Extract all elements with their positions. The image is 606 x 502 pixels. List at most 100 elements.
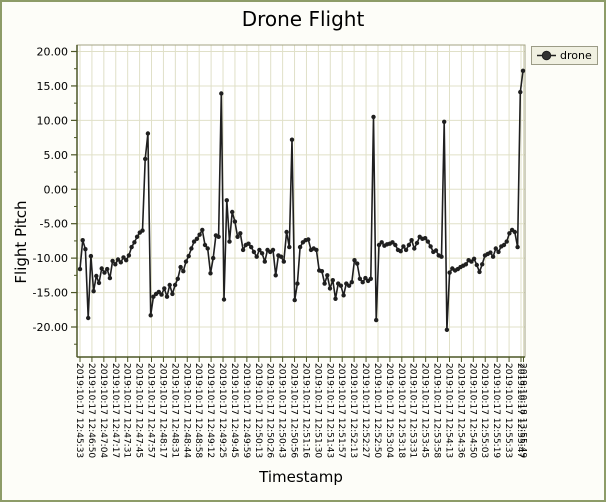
x-tick-label: 2019:10:17 12:55:19 [491, 363, 501, 458]
data-point-marker [113, 262, 118, 267]
data-point-marker [488, 250, 493, 255]
data-point-marker [126, 253, 132, 258]
data-point-marker [379, 240, 384, 245]
data-point-marker [501, 242, 507, 248]
data-point-marker [219, 91, 224, 96]
data-point-marker [118, 260, 124, 265]
x-tick-label: 2019:10:17 12:53:04 [384, 363, 394, 458]
x-tick-label: 2019:10:17 12:50:26 [265, 363, 275, 458]
data-point-marker [330, 278, 335, 283]
x-tick-label: 2019:10:17 12:53:45 [420, 363, 430, 458]
x-tick-label: 2019:10:17 12:48:44 [181, 363, 191, 458]
data-point-marker [167, 282, 172, 288]
data-point-marker [259, 251, 265, 256]
data-point-marker [246, 241, 251, 246]
data-point-marker [151, 294, 156, 299]
x-tick-label: 2019:10:17 12:50:56 [289, 363, 299, 458]
data-point-marker [287, 244, 292, 250]
data-point-marker [211, 255, 216, 261]
data-point-marker [183, 259, 189, 264]
data-point-marker [99, 266, 104, 271]
data-point-marker [352, 258, 357, 263]
x-axis-title: Timestamp [259, 468, 343, 486]
data-point-marker [496, 249, 501, 255]
data-point-marker [83, 247, 88, 252]
data-point-marker [412, 246, 417, 251]
data-point-marker [216, 234, 221, 239]
data-point-marker [507, 231, 512, 236]
data-point-marker [504, 239, 509, 244]
data-point-marker [140, 228, 145, 233]
data-point-marker [221, 297, 227, 302]
data-point-marker [175, 276, 180, 281]
data-point-marker [363, 275, 368, 281]
data-point-marker [338, 283, 344, 288]
data-point-marker [284, 229, 289, 235]
data-point-marker [191, 239, 197, 244]
data-point-marker [249, 244, 254, 250]
data-point-marker [297, 244, 303, 250]
data-point-marker [306, 237, 311, 242]
data-point-marker [341, 293, 346, 298]
legend: drone [531, 46, 598, 65]
x-tick-label: 2019:10:17 12:45:33 [74, 363, 84, 458]
x-tick-label: 2019:10:17 12:55:33 [503, 363, 513, 458]
data-point-marker [80, 238, 85, 243]
data-point-marker [469, 259, 474, 264]
data-point-marker [105, 266, 110, 272]
x-tick-label: 2019:10:17 12:47:31 [122, 363, 132, 458]
data-point-marker [257, 247, 262, 253]
data-point-marker [170, 291, 175, 297]
data-point-marker [164, 294, 170, 299]
data-point-marker [490, 254, 496, 259]
data-point-marker [425, 239, 431, 244]
x-tick-label: 2019:10:17 12:53:18 [396, 363, 406, 458]
y-tick-label: 5.00 [44, 149, 69, 162]
data-point-marker [423, 236, 428, 241]
x-tick-label: 2019:10:17 12:55:47 [515, 363, 525, 458]
data-point-marker [325, 273, 330, 278]
x-tick-label: 2019:10:17 12:48:58 [193, 363, 203, 458]
data-point-marker [194, 236, 200, 241]
data-point-marker [134, 234, 140, 239]
x-tick-label: 2019:10:17 12:52:50 [372, 363, 382, 458]
x-tick-label: 2019:10:17 12:52:27 [360, 363, 370, 458]
data-point-marker [355, 261, 360, 266]
x-tick-label: 2019:10:17 12:49:59 [241, 363, 251, 458]
data-point-marker [463, 262, 469, 267]
y-tick-label: 0.00 [44, 183, 69, 196]
x-tick-label: 2019:10:17 12:50:43 [277, 363, 287, 458]
data-point-marker [129, 244, 134, 250]
x-tick-label: 2019:10:17 12:51:16 [300, 363, 310, 458]
data-point-marker [518, 89, 523, 95]
data-point-marker [520, 68, 526, 74]
x-tick-label: 2019:10:17 12:53:31 [408, 363, 418, 458]
x-tick-label: 2019:10:17 12:47:45 [134, 363, 144, 458]
data-point-marker [230, 209, 235, 215]
x-tick-label: 2019:10:17 12:55:03 [479, 363, 489, 458]
data-point-marker [205, 246, 210, 251]
data-point-marker [442, 119, 447, 125]
data-point-marker [235, 234, 240, 239]
x-tick-label: 2019:10:17 12:46:50 [86, 363, 96, 458]
y-tick-label: -10.00 [33, 252, 68, 265]
data-point-marker [172, 282, 178, 288]
data-point-marker [240, 247, 246, 253]
data-point-marker [333, 296, 338, 301]
y-tick-label: 20.00 [37, 46, 69, 59]
data-point-marker [132, 240, 137, 245]
data-point-marker [232, 219, 238, 224]
x-tick-label: 2019:10:17 12:49:45 [229, 363, 239, 458]
data-point-marker [224, 198, 229, 203]
chart-title: Drone Flight [241, 7, 365, 31]
data-point-marker [447, 270, 452, 275]
data-point-marker [88, 253, 94, 259]
y-tick-label: -20.00 [33, 321, 68, 334]
x-tick-label: 2019:10:17 12:54:36 [455, 363, 465, 458]
legend-label: drone [560, 49, 592, 62]
data-point-marker [414, 240, 420, 246]
x-tick-label: 2019:10:17 12:47:57 [146, 363, 156, 458]
data-point-marker [121, 255, 126, 260]
x-tick-label: 2019:10:17 12:48:17 [157, 363, 167, 458]
